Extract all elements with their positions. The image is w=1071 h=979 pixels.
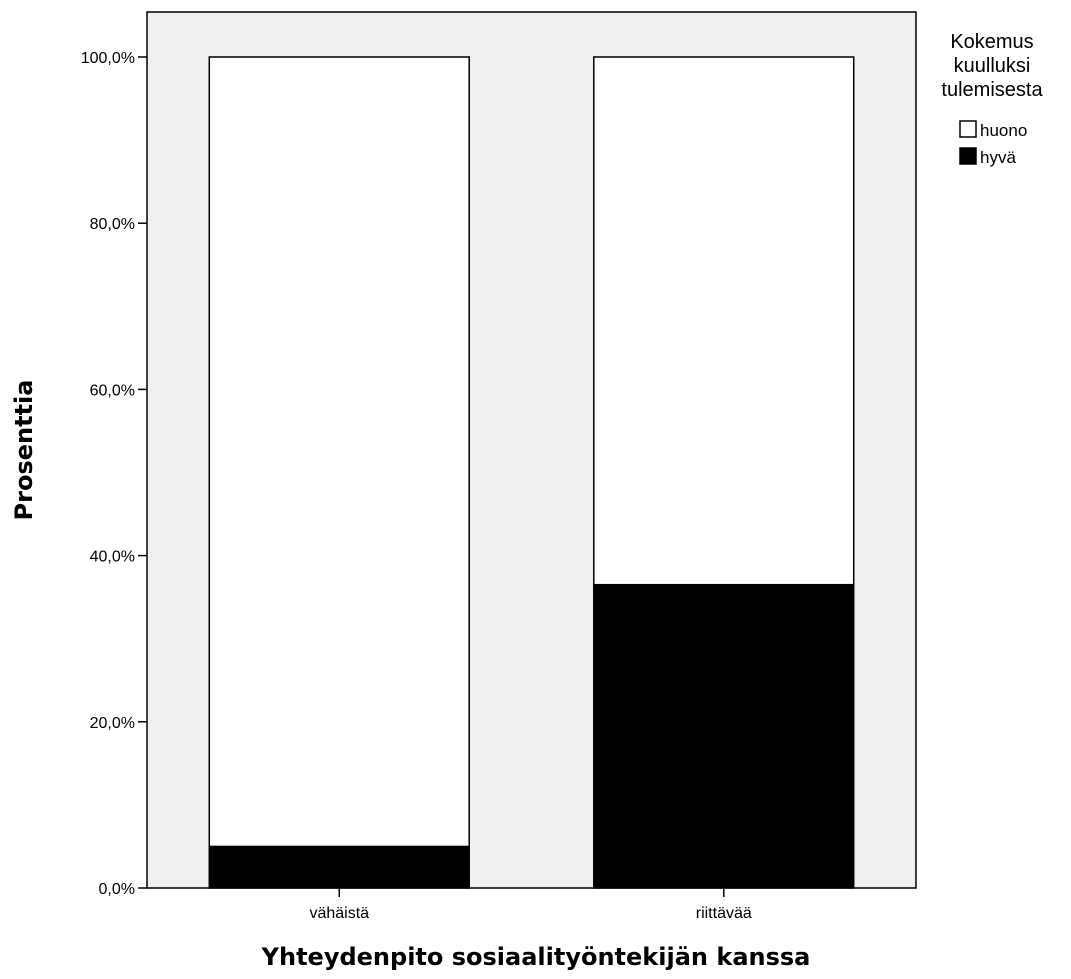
y-tick-label: 60,0% (90, 382, 135, 399)
legend-label-huono: huono (980, 121, 1027, 140)
y-tick-label: 40,0% (90, 549, 135, 566)
x-tick-label: riittävää (696, 905, 752, 922)
y-axis-title: Prosenttia (10, 380, 38, 521)
y-tick-label: 80,0% (90, 216, 135, 233)
legend: Kokemus kuulluksi tulemisesta huono hyvä (941, 31, 1043, 167)
y-axis: 0,0% 20,0% 40,0% 60,0% 80,0% 100,0% (81, 50, 147, 898)
bar-segment-huono (208, 56, 470, 848)
x-axis: vähäistä riittävää (309, 888, 752, 922)
y-tick-label: 20,0% (90, 715, 135, 732)
y-tick-label: 0,0% (99, 881, 135, 898)
legend-label-hyva: hyvä (980, 148, 1016, 167)
bar-segment-hyva (593, 583, 855, 889)
legend-title-line-3: tulemisesta (941, 79, 1043, 101)
bars (208, 56, 855, 889)
x-axis-title: Yhteydenpito sosiaalityöntekijän kanssa (261, 943, 811, 971)
legend-swatch-huono (959, 120, 977, 138)
x-tick-label: vähäistä (309, 905, 369, 922)
legend-title-line-2: kuulluksi (954, 55, 1031, 77)
legend-title-line-1: Kokemus (950, 31, 1033, 53)
bar-segment-huono (593, 56, 855, 586)
y-tick-label: 100,0% (81, 50, 135, 67)
bar-segment-hyva (208, 845, 470, 889)
legend-swatch-hyva (959, 147, 977, 165)
